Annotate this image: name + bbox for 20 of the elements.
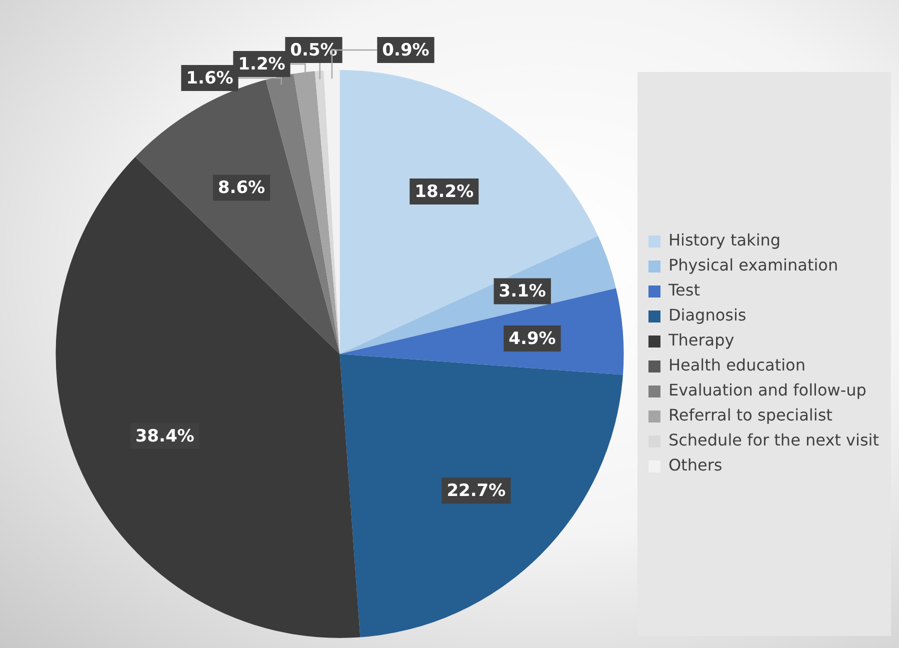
legend-label: Physical examination [668,256,838,275]
data-label: 38.4% [135,426,194,446]
legend-label: Therapy [667,330,734,350]
data-label: 0.9% [382,40,430,60]
legend-label: Others [668,456,722,475]
legend-label: Referral to specialist [668,406,832,425]
legend-label: Schedule for the next visit [668,430,880,450]
data-label: 18.2% [414,182,474,202]
data-label: 1.6% [186,68,234,88]
data-label: 0.5% [290,40,338,60]
legend-label: Health education [668,356,806,375]
legend-label: Evaluation and follow-up [668,380,866,400]
legend-label: Test [667,280,700,300]
data-label: 1.2% [238,54,286,74]
legend-label: Diagnosis [668,306,746,325]
data-label: 22.7% [446,481,506,502]
data-label: 4.9% [508,328,556,349]
data-label: 8.6% [218,178,266,198]
legend-label: History taking [668,230,781,250]
data-label: 3.1% [498,282,546,302]
